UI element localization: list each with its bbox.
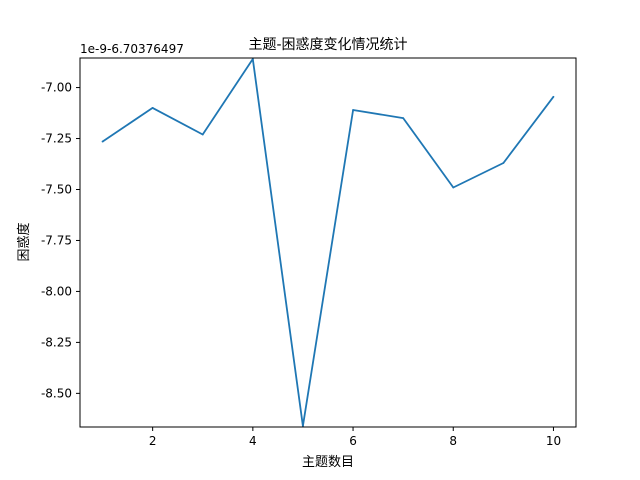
data-point bbox=[201, 133, 204, 136]
plot-frame bbox=[79, 57, 577, 428]
data-point bbox=[502, 162, 505, 164]
data-point bbox=[352, 109, 354, 111]
data-point bbox=[402, 117, 405, 120]
data-point bbox=[552, 95, 555, 98]
y-tick-label: -7.00 bbox=[41, 81, 72, 95]
data-point bbox=[452, 186, 455, 189]
y-tick-label: -8.25 bbox=[41, 335, 72, 349]
y-tick-label: -8.50 bbox=[41, 386, 72, 400]
x-tick-label: 6 bbox=[349, 434, 357, 448]
data-point bbox=[251, 58, 254, 60]
plot-series bbox=[101, 58, 555, 427]
x-tick-label: 10 bbox=[546, 434, 561, 448]
y-offset-text: 1e-9-6.70376497 bbox=[80, 42, 184, 56]
x-tick-label: 4 bbox=[249, 434, 257, 448]
y-tick-label: -8.00 bbox=[41, 284, 72, 298]
series-line bbox=[101, 58, 555, 427]
y-axis: -7.00 -7.25 -7.50 -7.75 -8.00 -8.25 -8.50 bbox=[41, 81, 80, 400]
x-axis-label: 主题数目 bbox=[302, 455, 354, 470]
y-tick-label: -7.50 bbox=[41, 182, 72, 196]
data-point bbox=[151, 107, 154, 109]
data-point bbox=[101, 140, 104, 143]
y-tick-label: -7.25 bbox=[41, 132, 72, 146]
x-tick-label: 2 bbox=[149, 434, 157, 448]
chart-title: 主题-困惑度变化情况统计 bbox=[248, 37, 407, 53]
data-point bbox=[302, 425, 304, 427]
y-axis-label: 困惑度 bbox=[16, 222, 32, 261]
x-axis: 2 4 6 8 10 bbox=[149, 427, 561, 448]
y-tick-label: -7.75 bbox=[41, 233, 72, 247]
x-tick-label: 8 bbox=[449, 434, 457, 448]
